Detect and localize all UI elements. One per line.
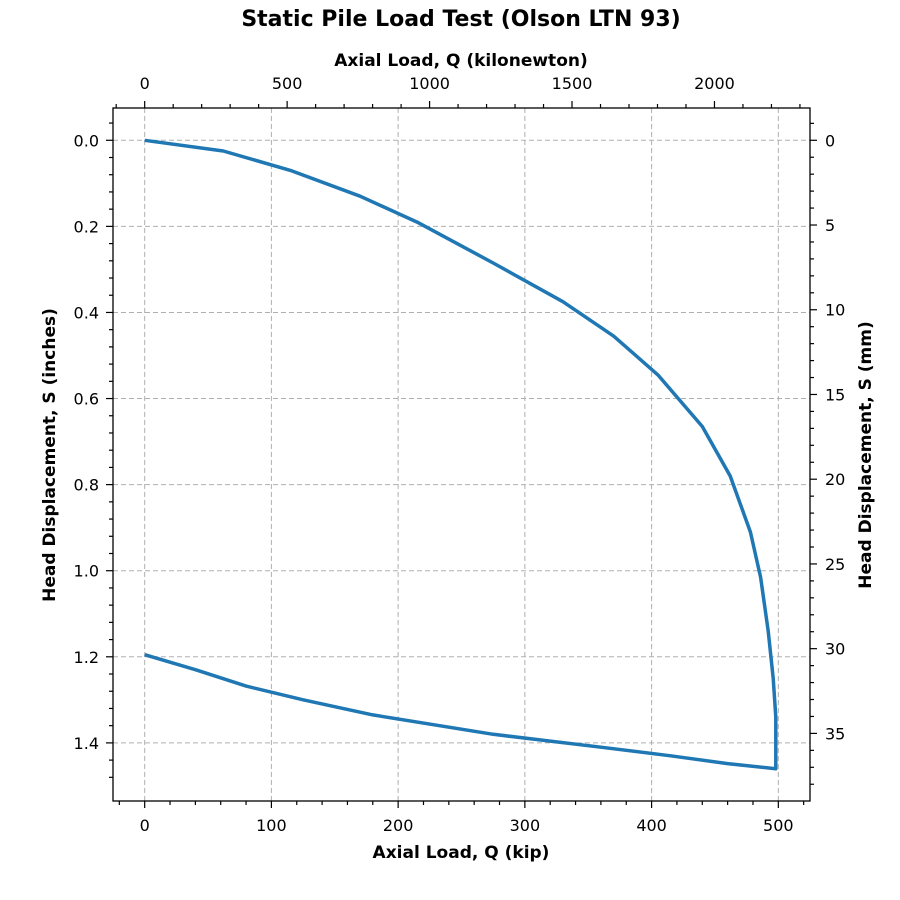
load-displacement-curve [144,138,778,771]
tick-layer [106,101,817,808]
curve-layer [144,138,778,771]
right-y-tick-label: 15 [825,385,845,404]
right-axis-label: Head Displacement, S (mm) [856,321,876,588]
x-tick-label: 300 [510,816,541,835]
chart-title: Static Pile Load Test (Olson LTN 93) [241,7,680,32]
y-tick-label: 0.0 [74,131,99,150]
right-y-tick-label: 25 [825,555,845,574]
right-y-tick-label: 30 [825,640,845,659]
grid-layer [113,108,810,801]
x-tick-label: 200 [383,816,414,835]
x-tick-label: 500 [763,816,794,835]
right-y-tick-label: 35 [825,724,845,743]
top-x-tick-label: 2000 [694,74,735,93]
y-tick-label: 1.4 [74,734,99,753]
left-axis-label: Head Displacement, S (inches) [40,308,60,602]
top-axis-label: Axial Load, Q (kilonewton) [334,51,588,71]
top-x-tick-label: 1000 [409,74,450,93]
top-x-tick-label: 0 [140,74,150,93]
y-tick-label: 0.8 [74,476,99,495]
right-y-tick-label: 0 [825,131,835,150]
x-tick-label: 100 [256,816,287,835]
y-tick-label: 0.2 [74,217,99,236]
bottom-axis-label: Axial Load, Q (kip) [373,843,550,863]
plot-frame [112,107,811,802]
y-tick-label: 1.0 [74,562,99,581]
x-tick-label: 400 [636,816,667,835]
right-y-tick-label: 10 [825,301,845,320]
x-tick-label: 0 [140,816,150,835]
label-layer: 0 100 200 300 400 5000.00.20.40.60.81.01.21.4… [74,74,846,835]
y-tick-label: 0.4 [74,303,99,322]
top-x-tick-label: 500 [272,74,303,93]
y-tick-label: 1.2 [74,648,99,667]
y-tick-label: 0.6 [74,390,99,409]
right-y-tick-label: 5 [825,216,835,235]
right-y-tick-label: 20 [825,470,845,489]
top-x-tick-label: 1500 [552,74,593,93]
